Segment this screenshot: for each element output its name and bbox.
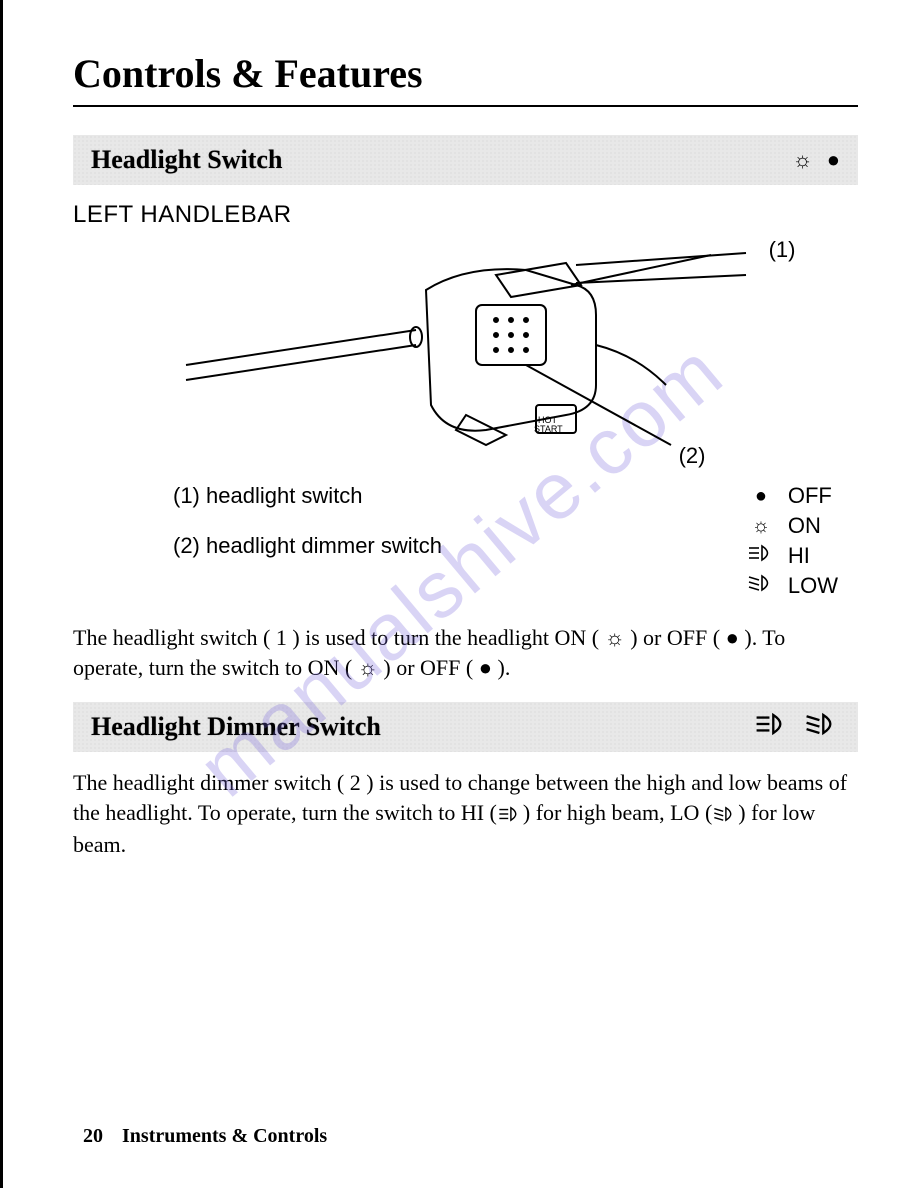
footer-section-text: Instruments & Controls	[122, 1125, 327, 1147]
p2-b: ) for high beam, LO (	[523, 800, 712, 825]
p1-a: The headlight switch ( 1 ) is used to tu…	[73, 625, 605, 650]
legend-item-2: (2) headlight dimmer switch	[173, 533, 442, 559]
legend-area: (1) headlight switch (2) headlight dimme…	[173, 483, 838, 599]
off-label: OFF	[788, 483, 838, 509]
on-sun-icon: ☼	[744, 515, 778, 538]
headlight-switch-paragraph: The headlight switch ( 1 ) is used to tu…	[73, 623, 858, 682]
on-label: ON	[788, 513, 838, 539]
page-title: Controls & Features	[73, 50, 858, 97]
title-rule	[73, 105, 858, 107]
hot-start-text-2: START	[534, 424, 563, 434]
low-beam-icon	[744, 574, 778, 598]
page-footer: 20 Instruments & Controls	[83, 1125, 327, 1148]
page-number: 20	[83, 1125, 103, 1147]
section-headlight-switch-label: Headlight Switch	[91, 145, 282, 175]
p1-e: ).	[492, 655, 510, 680]
handlebar-svg: HOT START	[166, 235, 766, 465]
inline-sun-icon: ☼	[605, 625, 625, 650]
hi-beam-icon-bar	[754, 712, 790, 742]
p1-d: ) or OFF (	[378, 655, 479, 680]
p1-b: ) or OFF (	[625, 625, 726, 650]
inline-dot-icon-2: ●	[479, 655, 492, 680]
hi-label: HI	[788, 543, 838, 569]
legend-right: ● OFF ☼ ON HI LOW	[744, 483, 838, 599]
dimmer-switch-paragraph: The headlight dimmer switch ( 2 ) is use…	[73, 768, 858, 859]
inline-sun-icon-2: ☼	[358, 655, 378, 680]
inline-dot-icon: ●	[726, 625, 739, 650]
section-dimmer-switch-label: Headlight Dimmer Switch	[91, 712, 381, 742]
legend-item-1: (1) headlight switch	[173, 483, 442, 509]
hi-beam-icon	[744, 544, 778, 568]
left-handlebar-subhead: LEFT HANDLEBAR	[73, 201, 858, 229]
section-headlight-switch-bar: Headlight Switch ☼ ●	[73, 135, 858, 185]
handlebar-diagram: HOT START (1) (2)	[166, 235, 766, 465]
callout-1: (1)	[769, 237, 796, 263]
legend-left: (1) headlight switch (2) headlight dimme…	[173, 483, 442, 599]
section-dimmer-switch-bar: Headlight Dimmer Switch	[73, 702, 858, 752]
inline-hi-beam-icon	[497, 800, 523, 830]
inline-low-beam-icon	[712, 800, 738, 830]
sun-icon: ☼	[793, 147, 813, 173]
dot-icon: ●	[827, 147, 840, 173]
low-label: LOW	[788, 573, 838, 599]
section-dimmer-switch-icons	[754, 712, 840, 742]
off-dot-icon: ●	[744, 485, 778, 508]
low-beam-icon-bar	[804, 712, 840, 742]
callout-2: (2)	[679, 443, 706, 469]
section-headlight-switch-icons: ☼ ●	[793, 147, 840, 173]
